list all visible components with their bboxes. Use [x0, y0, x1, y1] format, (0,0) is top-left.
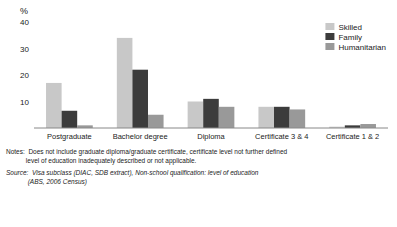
annotation: Source: Visa subclass (DIAC, SDB extract… [6, 169, 259, 177]
bar [203, 99, 219, 128]
bars [46, 38, 376, 128]
bar [117, 38, 133, 128]
legend-swatch [325, 33, 334, 40]
x-tick-label: Certificate 1 & 2 [326, 132, 379, 141]
bar [219, 107, 235, 128]
annotation: Notes: Does not include graduate diploma… [6, 148, 287, 156]
bar [62, 111, 78, 128]
x-tick-label: Postgraduate [47, 132, 92, 141]
y-tick-label: 20 [20, 71, 29, 80]
y-tick-label: 30 [20, 45, 29, 54]
legend-label: Humanitarian [338, 43, 386, 52]
x-axis-line [34, 128, 388, 129]
x-tick-label: Diploma [197, 132, 225, 141]
annotation: (ABS, 2006 Census) [6, 178, 87, 186]
bar [360, 124, 376, 128]
bar [274, 107, 290, 128]
legend: SkilledFamilyHumanitarian [325, 23, 386, 52]
bar [290, 109, 306, 128]
y-axis-label: % [20, 6, 28, 16]
annotation: level of education inadequately describe… [6, 157, 197, 165]
bar [258, 107, 274, 128]
y-tick-label: 40 [20, 18, 29, 27]
bar [148, 115, 164, 128]
legend-label: Family [338, 33, 362, 42]
chart: % 10 20 30 40 Postgraduate Bachelor degree Dipl… [0, 0, 397, 227]
legend-label: Skilled [338, 23, 362, 32]
bar [46, 83, 62, 128]
y-tick-label: 10 [20, 98, 29, 107]
x-tick-label: Bachelor degree [113, 132, 168, 141]
legend-swatch [325, 43, 334, 50]
bar [188, 102, 204, 129]
bar [132, 70, 148, 128]
x-tick-label: Certificate 3 & 4 [255, 132, 308, 141]
legend-swatch [325, 23, 334, 30]
